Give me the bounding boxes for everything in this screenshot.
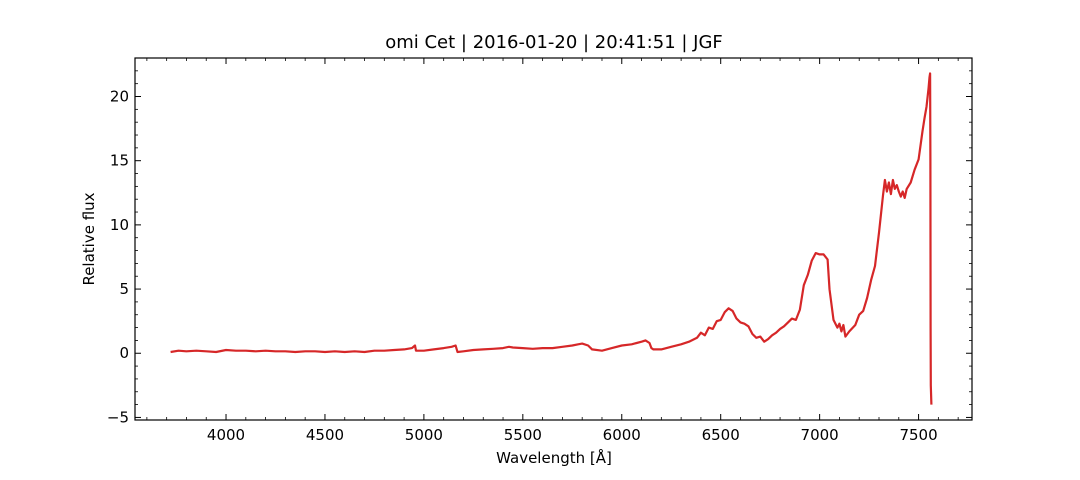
x-tick-label: 4000 <box>207 426 245 444</box>
y-tick-label: −5 <box>107 408 129 426</box>
x-tick-label: 5000 <box>405 426 443 444</box>
x-axis-label: Wavelength [Å] <box>496 448 612 467</box>
y-tick-label: 20 <box>110 88 129 106</box>
y-tick-label: 10 <box>110 216 129 234</box>
x-tick-label: 7000 <box>801 426 839 444</box>
y-axis-label: Relative flux <box>80 192 98 285</box>
plot-area: 4000 4500 5000 5500 6000 6500 7000 7500 −5 0 5 10 15… <box>107 57 973 444</box>
y-tick-label: 5 <box>119 280 129 298</box>
y-tick-label: 15 <box>110 152 129 170</box>
y-tick-label: 0 <box>119 344 129 362</box>
x-tick-label: 7500 <box>899 426 937 444</box>
series-line-0 <box>170 72 933 405</box>
x-tick-label: 4500 <box>306 426 344 444</box>
x-tick-label: 6000 <box>603 426 641 444</box>
chart-title: omi Cet | 2016-01-20 | 20:41:51 | JGF <box>385 32 723 53</box>
x-tick-label: 6500 <box>702 426 740 444</box>
x-tick-label: 5500 <box>504 426 542 444</box>
plot-frame <box>134 57 973 421</box>
